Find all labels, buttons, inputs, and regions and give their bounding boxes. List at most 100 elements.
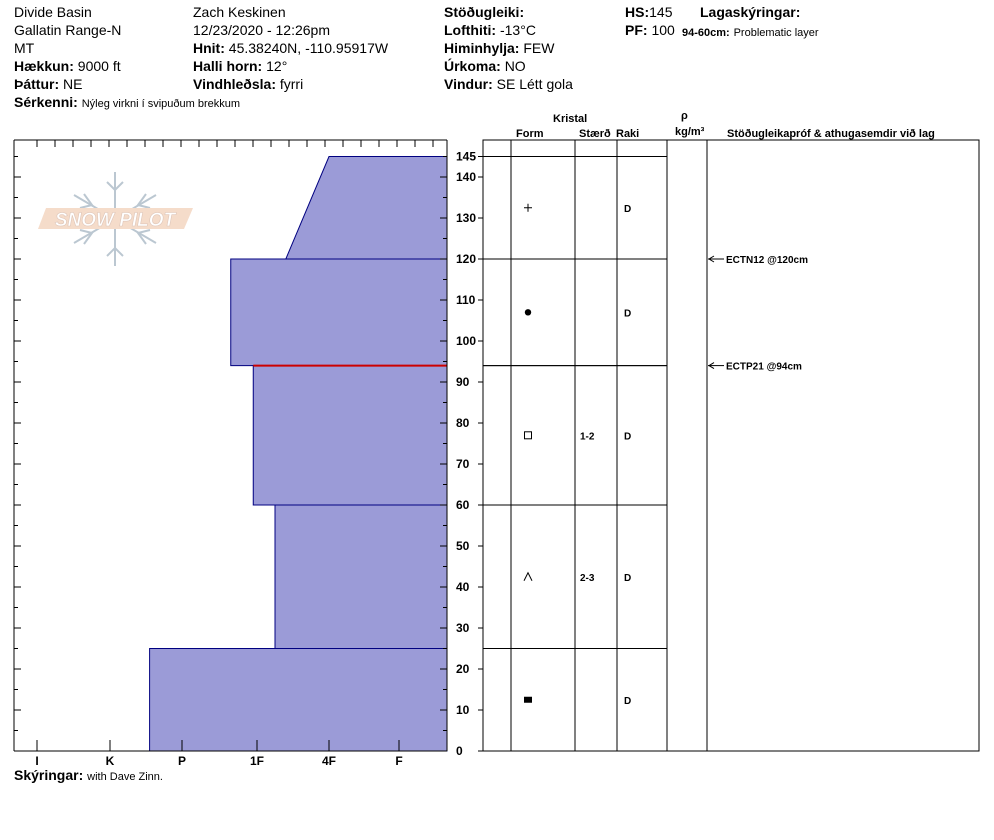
moisture-value: D bbox=[624, 308, 631, 319]
features-value: Nýleg virkni í svipuðum brekkum bbox=[81, 98, 241, 110]
density-unit: kg/m³ bbox=[675, 126, 705, 138]
layer-fill bbox=[149, 648, 448, 752]
air-temperature: Lofthiti: -13°C bbox=[444, 22, 536, 38]
layer-notes-label: Lagaskýringar: bbox=[700, 4, 801, 20]
features: Sérkenni: Nýleg virkni í svipuðum brekku… bbox=[14, 94, 240, 112]
logo-text: SNOW PILOT bbox=[55, 210, 177, 231]
aspect-label: Þáttur: bbox=[14, 76, 60, 92]
logo-banner bbox=[38, 208, 193, 229]
open-square-icon bbox=[524, 431, 532, 440]
footer-notes: Skýringar: with Dave Zinn. bbox=[14, 767, 163, 785]
hardness-label: K bbox=[106, 754, 115, 768]
layer-table bbox=[482, 139, 980, 752]
depth-label: 60 bbox=[456, 498, 470, 512]
depth-label: 90 bbox=[456, 375, 470, 389]
mountain-range: Gallatin Range-N bbox=[14, 22, 122, 38]
depth-label: 0 bbox=[456, 744, 463, 758]
precip-value: NO bbox=[504, 58, 526, 74]
air-temp-value: -13°C bbox=[499, 22, 536, 38]
coords-label: Hnit: bbox=[193, 40, 225, 56]
crystal-size: 1-2 bbox=[580, 431, 595, 442]
state: MT bbox=[14, 40, 35, 56]
layer-fill bbox=[230, 258, 448, 367]
layer-fill bbox=[285, 156, 448, 260]
precip-label: Úrkoma: bbox=[444, 58, 501, 74]
hardness-label: 4F bbox=[322, 754, 336, 768]
layer-note-range: 94-60cm: bbox=[682, 27, 730, 39]
observer: Zach Keskinen bbox=[193, 4, 286, 20]
snowpilot-logo: SNOW PILOT bbox=[38, 172, 193, 266]
moisture-value: D bbox=[624, 573, 631, 584]
elevation-label: Hækkun: bbox=[14, 58, 74, 74]
depth-label: 100 bbox=[456, 334, 476, 348]
filled-square-icon bbox=[524, 696, 532, 703]
depth-label: 145 bbox=[456, 150, 476, 164]
wind-loading-label: Vindhleðsla: bbox=[193, 76, 276, 92]
test-label: ECTP21 @94cm bbox=[726, 362, 802, 373]
filled-circle-icon bbox=[524, 309, 532, 316]
elevation-value: 9000 ft bbox=[77, 58, 121, 74]
aspect-value: NE bbox=[63, 76, 83, 92]
slope-label: Halli horn: bbox=[193, 58, 263, 74]
depth-label: 20 bbox=[456, 662, 470, 676]
depth-label: 70 bbox=[456, 457, 470, 471]
coordinates: Hnit: 45.38240N, -110.95917W bbox=[193, 40, 388, 56]
air-temp-label: Lofthiti: bbox=[444, 22, 497, 38]
features-label: Sérkenni: bbox=[14, 94, 78, 110]
elevation: Hækkun: 9000 ft bbox=[14, 58, 121, 74]
stability-tests: ECTN12 @120cm ECTP21 @94cm bbox=[708, 255, 808, 373]
arrow-head-icon bbox=[708, 255, 715, 263]
datetime: 12/23/2020 - 12:26pm bbox=[193, 22, 330, 38]
sky-cover: Himinhylja: FEW bbox=[444, 40, 554, 56]
test-label: ECTN12 @120cm bbox=[726, 255, 808, 266]
stability-label: Stöðugleiki: bbox=[444, 4, 525, 20]
hs-label: HS: bbox=[625, 4, 650, 20]
sky-label: Himinhylja: bbox=[444, 40, 520, 56]
hardness-axis-labels: I K P 1F 4F F bbox=[35, 754, 402, 768]
layer-rows: D D 1-2 D 2-3 D D bbox=[483, 156, 667, 707]
form-header: Form bbox=[516, 128, 544, 140]
moisture-value: D bbox=[624, 431, 631, 442]
slope-value: 12° bbox=[266, 58, 288, 74]
depth-label: 130 bbox=[456, 211, 476, 225]
hs-value: 145 bbox=[649, 4, 673, 20]
size-header: Stærð bbox=[579, 128, 611, 140]
hardness-label: F bbox=[395, 754, 402, 768]
wind-loading-value: fyrri bbox=[279, 76, 304, 92]
hardness-profile bbox=[149, 156, 448, 752]
density-symbol: ρ bbox=[681, 110, 688, 122]
aspect: Þáttur: NE bbox=[14, 76, 82, 92]
layer-fill bbox=[252, 365, 448, 506]
arrow-head-icon bbox=[708, 362, 715, 370]
layer-note: 94-60cm: Problematic layer bbox=[682, 23, 819, 41]
axis-ticks bbox=[14, 140, 447, 752]
wind-value: SE Létt gola bbox=[496, 76, 573, 92]
precipitation: Úrkoma: NO bbox=[444, 58, 526, 74]
location: Divide Basin bbox=[14, 4, 92, 20]
crystal-size: 2-3 bbox=[580, 573, 595, 584]
hardness-label: P bbox=[178, 754, 186, 768]
caret-icon bbox=[523, 571, 533, 581]
moisture-value: D bbox=[624, 204, 631, 215]
depth-label: 80 bbox=[456, 416, 470, 430]
crystal-header: Kristal bbox=[553, 113, 588, 125]
depth-label: 50 bbox=[456, 539, 470, 553]
coords-value: 45.38240N, -110.95917W bbox=[228, 40, 389, 56]
wind: Vindur: SE Létt gola bbox=[444, 76, 573, 92]
depth-axis-labels: 0 10 20 30 40 50 60 70 80 90 100 110 120 130 140 145 bbox=[456, 150, 483, 758]
depth-label: 110 bbox=[456, 293, 476, 307]
hardness-label: 1F bbox=[250, 754, 264, 768]
depth-label: 40 bbox=[456, 580, 470, 594]
slope-angle: Halli horn: 12° bbox=[193, 58, 287, 74]
moisture-value: D bbox=[624, 696, 631, 707]
depth-label: 10 bbox=[456, 703, 470, 717]
wind-label: Vindur: bbox=[444, 76, 493, 92]
wind-loading: Vindhleðsla: fyrri bbox=[193, 76, 303, 92]
foot-penetration: PF: 100 bbox=[625, 22, 675, 38]
notes-label: Skýringar: bbox=[14, 767, 84, 783]
pf-value: 100 bbox=[651, 22, 675, 38]
depth-label: 30 bbox=[456, 621, 470, 635]
moisture-header: Raki bbox=[616, 128, 640, 140]
depth-label: 120 bbox=[456, 252, 476, 266]
